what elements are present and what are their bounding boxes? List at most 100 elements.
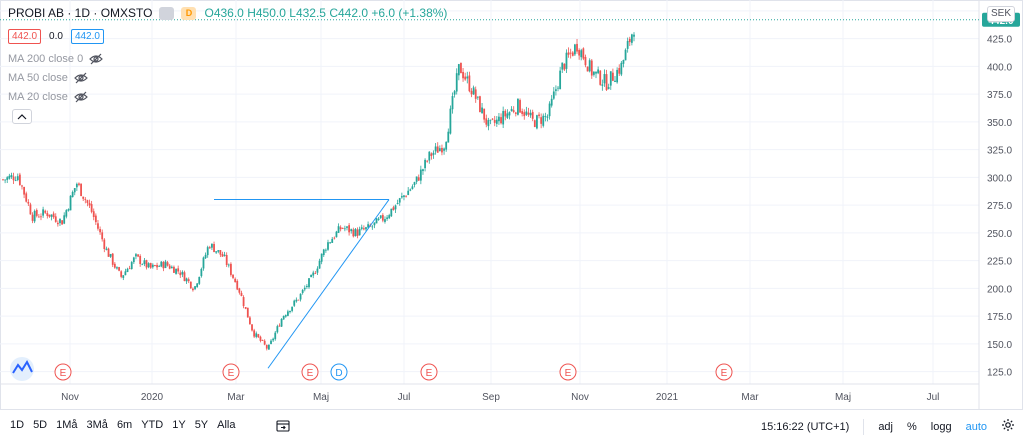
candle-body (597, 69, 600, 74)
earnings-marker (222, 363, 240, 381)
candle-body (173, 266, 175, 273)
candle-body (162, 262, 165, 269)
eye-hidden-icon[interactable] (89, 53, 104, 65)
candle-body (284, 315, 287, 317)
candle-body (523, 112, 526, 117)
range-button-5[interactable]: YTD (141, 419, 164, 431)
settings-gear-icon[interactable] (1001, 418, 1015, 435)
candle-body (498, 116, 500, 122)
candle-body (132, 257, 135, 263)
range-button-1[interactable]: 5D (33, 419, 48, 431)
auto-scale-toggle[interactable]: auto (965, 420, 987, 433)
price-tick-label: 300.0 (987, 173, 1012, 184)
range-button-6[interactable]: 1Y (172, 419, 186, 431)
drawings (214, 199, 390, 369)
candle-body (403, 195, 405, 197)
bid-box[interactable]: 442.0 (8, 29, 42, 44)
spread-value: 0.0 (49, 31, 63, 42)
candle-body (506, 113, 509, 118)
candle-body (116, 267, 118, 269)
indicator-ma20[interactable]: MA 20 close (8, 91, 88, 103)
clock[interactable]: 15:16:22 (UTC+1) (760, 420, 850, 433)
candle-body (447, 131, 450, 143)
candle-body (580, 50, 583, 58)
range-button-4[interactable]: 6m (116, 419, 133, 431)
delay-badge[interactable]: D (181, 6, 197, 20)
candle-body (113, 263, 116, 268)
candle-body (246, 307, 249, 318)
eye-hidden-icon[interactable] (74, 72, 88, 84)
eye-hidden-icon[interactable] (74, 91, 88, 103)
time-tick-label: 2021 (656, 392, 679, 403)
candle-body (109, 254, 112, 257)
candle-body (297, 299, 300, 301)
symbol-title[interactable]: PROBI AB · 1D · OMXSTO (8, 6, 153, 20)
candle-body (434, 146, 437, 152)
candle-body (282, 315, 285, 320)
candle-body (147, 263, 150, 268)
event-marker-label: E (307, 368, 314, 379)
candle-body (261, 340, 264, 341)
currency-button[interactable]: SEK (987, 6, 1015, 22)
candle-body (409, 189, 412, 191)
log-toggle[interactable]: logg (930, 420, 952, 433)
event-markers: E EE D E E E (54, 363, 733, 381)
candle-body (276, 326, 279, 333)
candle-body (65, 210, 68, 217)
candle-body (557, 87, 559, 89)
candle-body (407, 190, 410, 196)
range-button-8[interactable]: Alla (217, 419, 236, 431)
candle-body (56, 222, 59, 225)
candle-body (386, 217, 388, 219)
candle-body (206, 247, 209, 256)
indicator-ma50[interactable]: MA 50 close (8, 72, 88, 84)
collapse-legend-button[interactable] (12, 109, 32, 124)
time-tick-label: 2020 (141, 392, 164, 403)
candle-body (97, 223, 99, 229)
candle-body (71, 192, 74, 198)
trend-line (267, 199, 390, 369)
candle-body (400, 196, 403, 198)
candle-body (517, 98, 519, 115)
brand-logo-icon (10, 357, 34, 381)
candle-body (240, 292, 243, 297)
candle-body (82, 196, 85, 199)
candle-body (10, 175, 13, 177)
candle-body (356, 229, 359, 236)
logo-mark (12, 359, 33, 374)
candle-body (84, 199, 87, 200)
candles (2, 32, 635, 351)
range-button-3[interactable]: 3Må (86, 419, 108, 431)
candle-body (238, 288, 241, 293)
candle-body (185, 278, 188, 282)
candle-body (286, 311, 289, 316)
candle-body (413, 182, 416, 185)
candle-body (135, 254, 137, 257)
range-button-0[interactable]: 1D (10, 419, 25, 431)
range-button-2[interactable]: 1Må (56, 419, 78, 431)
price-tick-label: 125.0 (987, 368, 1012, 379)
candle-body (4, 179, 7, 181)
candle-body (563, 63, 566, 70)
go-to-date-icon[interactable] (276, 419, 290, 435)
ask-box[interactable]: 442.0 (70, 29, 104, 44)
indicator-ma200[interactable]: MA 200 close 0 (8, 53, 104, 65)
candle-body (521, 111, 524, 114)
range-button-7[interactable]: 5Y (194, 419, 209, 431)
candle-body (514, 112, 517, 114)
time-tick-label: Nov (61, 392, 79, 403)
candle-body (495, 119, 498, 124)
candle-body (352, 229, 355, 237)
candle-body (502, 111, 505, 125)
candle-body (441, 147, 443, 153)
candle-body (314, 273, 317, 275)
candle-body (318, 260, 321, 269)
candle-body (324, 249, 327, 251)
candle-body (274, 332, 277, 340)
time-tick-label: Jul (398, 392, 411, 403)
candle-body (574, 44, 576, 55)
price-chart[interactable]: 450.0425.0400.0375.0350.0325.0300.0275.0… (0, 0, 1023, 410)
adjust-toggle[interactable]: adj (878, 420, 893, 433)
percent-toggle[interactable]: % (907, 420, 917, 433)
candle-body (472, 87, 475, 95)
